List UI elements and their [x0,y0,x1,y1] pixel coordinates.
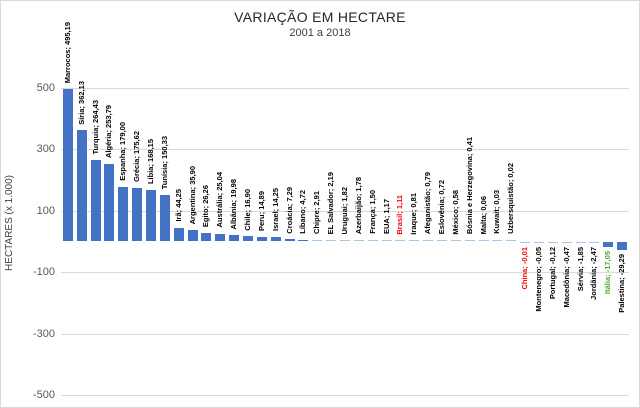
bar-data-label: Israel; 14,25 [270,188,280,232]
bar [603,241,614,247]
bar [243,236,254,242]
bar-data-label: Chile; 16,90 [243,188,253,231]
bar-data-label: Albânia; 19,98 [229,178,239,230]
bar-data-label: México; 0,58 [450,189,460,235]
y-axis-tick-label: 300 [36,143,55,156]
bar-data-label: Montenegro; -0,05 [533,246,543,312]
bar [561,241,572,243]
bar [187,230,198,242]
bar [617,241,628,251]
bar [506,240,517,242]
bar [132,187,143,242]
bar [575,241,586,243]
bar-data-label: Kuwait; 0,03 [492,190,502,235]
bar [270,237,281,242]
chart-subtitle: 2001 a 2018 [289,27,351,39]
bar-data-label: Tunísia; 150,33 [159,136,169,190]
bar [353,240,364,242]
bar-data-label: Croácia; 7,29 [284,186,294,234]
bar-data-label: Chipre; 2,91 [312,191,322,235]
bar-data-label: Bósnia e Herzegovina; 0,41 [464,137,474,235]
bar [118,186,129,242]
bar [326,240,337,242]
bar [409,240,420,242]
bar [533,241,544,243]
y-axis-tick-label: -100 [32,266,55,279]
bar [229,235,240,242]
bar-data-label: Portugal; -0,12 [547,246,557,299]
bar [159,195,170,242]
bar [340,240,350,242]
y-axis-title: HECTARES (x 1.000) [4,175,15,271]
bar [381,240,392,242]
bar-data-label: França; 1,50 [367,190,377,235]
bar [312,240,323,242]
bar-data-label: Palestina; -29,29 [617,254,627,314]
bar-data-label: Jordânia; -2,47 [589,246,599,300]
bar-data-label: Turquia; 264,43 [90,99,100,155]
bar-data-label: Grécia; 175,62 [132,130,142,182]
bar-data-label: Uruguai; 1,82 [340,186,349,235]
bar-data-label: China; -0,01 [520,246,530,290]
bar [395,240,406,242]
y-axis-tick-label: 500 [36,82,55,94]
bar-data-label: Sérvia; -1,85 [575,246,585,291]
bar [436,240,447,242]
bar [547,241,558,243]
bar [62,89,73,242]
gridline [61,210,629,212]
bar-data-label: EUA; 1,17 [381,199,391,235]
y-axis-tick-label: -300 [32,327,55,340]
bar [215,233,226,242]
bar-data-label: Peru; 14,89 [256,190,266,231]
bar [492,240,503,242]
bar-data-label: Líbia; 168,15 [146,138,156,184]
bar [76,130,87,242]
bar [256,236,267,242]
bar [90,160,101,242]
bar [450,240,461,242]
bar [423,240,434,242]
bar-data-label: Brasil; 1,11 [395,194,405,235]
bar-data-label: Afeganistão; 0,79 [423,172,433,235]
bar [464,240,475,242]
bar [146,189,157,242]
bar-data-label: Azerbaijão; 1,78 [353,177,363,235]
bar-data-label: Líbano; 4,72 [298,190,308,235]
bar-data-label: Austrália; 25,04 [215,172,225,228]
bar-data-label: Irã; 44,25 [173,189,183,222]
gridline [61,333,629,335]
gridline [61,272,629,274]
bar-data-label: Marrocos; 495,19 [62,22,72,84]
bar-data-label: Espanha; 179,00 [118,121,128,181]
y-axis-tick-label: 100 [36,204,55,217]
bar-data-label: Eslovênia; 0,72 [436,180,446,235]
bar-data-label: Egito; 26,26 [201,185,211,228]
bar [201,233,212,242]
gridline [61,395,629,396]
bar [104,163,115,242]
bar-data-label: Algéria; 253,79 [104,104,114,158]
bar-data-label: Uzbersquistão; 0,02 [506,163,516,235]
bar-data-label: Macedônia; -0,47 [561,246,571,308]
bar [173,227,184,242]
bar-data-label: Argentina; 35,90 [187,166,197,225]
y-axis-tick-label: -500 [32,389,55,401]
bar-data-label: Itália; -17,05 [603,250,613,294]
bar [367,240,378,242]
bar [589,241,600,243]
bar-data-label: EL Salvador; 2,19 [326,171,336,235]
bar-data-label: Iraque; 0,81 [409,192,419,235]
bar [284,239,295,242]
gridline [61,88,629,89]
bar [298,240,309,242]
bar [520,241,531,243]
chart-title: VARIAÇÃO EM HECTARE [234,9,406,25]
bar-data-label: Malta; 0,06 [478,195,488,235]
bar [478,240,489,242]
bar-data-label: Síria; 362,13 [76,80,86,125]
gridline [61,149,629,151]
